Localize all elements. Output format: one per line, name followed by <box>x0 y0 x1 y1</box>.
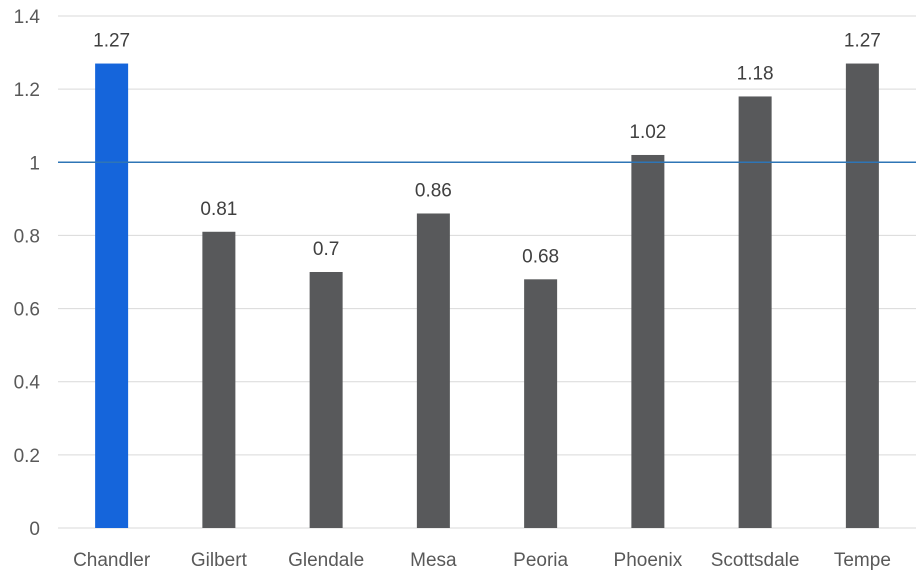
bar-scottsdale <box>738 96 772 528</box>
bar-chandler <box>95 63 129 529</box>
x-tick-label: Tempe <box>834 550 891 571</box>
y-tick-label: 1.4 <box>14 7 41 28</box>
bar-glendale <box>309 272 343 528</box>
data-label: 0.86 <box>415 180 452 201</box>
data-labels: 1.27 0.81 0.7 0.86 0.68 1.02 1.18 1.27 <box>93 31 881 268</box>
y-tick-label: 0 <box>29 519 40 540</box>
bar-phoenix <box>631 154 665 528</box>
y-tick-label: 0.4 <box>14 373 41 394</box>
data-label: 1.27 <box>93 31 130 52</box>
y-tick-label: 0.8 <box>14 226 40 247</box>
bar-tempe <box>845 63 879 529</box>
x-tick-label: Peoria <box>513 550 568 571</box>
data-label: 1.27 <box>844 31 881 52</box>
data-label: 1.02 <box>629 122 666 143</box>
y-tick-label: 1 <box>29 153 40 174</box>
x-tick-label: Glendale <box>288 550 364 571</box>
bar-peoria <box>524 279 558 528</box>
y-tick-label: 1.2 <box>14 80 40 101</box>
data-label: 0.7 <box>313 239 339 260</box>
gridlines <box>58 15 916 529</box>
x-tick-label: Chandler <box>73 550 151 571</box>
y-axis-tick-labels: 0 0.2 0.4 0.6 0.8 1 1.2 1.4 <box>14 7 41 540</box>
bar-mesa <box>416 213 450 528</box>
x-tick-label: Gilbert <box>191 550 248 571</box>
bar-gilbert <box>202 231 236 528</box>
data-label: 1.18 <box>737 63 774 84</box>
x-tick-label: Phoenix <box>614 550 683 571</box>
x-axis-tick-labels: Chandler Gilbert Glendale Mesa Peoria Phoenix… <box>73 550 891 571</box>
y-tick-label: 0.6 <box>14 300 40 321</box>
x-tick-label: Scottsdale <box>711 550 800 571</box>
y-tick-label: 0.2 <box>14 446 40 467</box>
bars <box>95 63 879 529</box>
x-tick-label: Mesa <box>410 550 457 571</box>
data-label: 0.68 <box>522 246 559 267</box>
data-label: 0.81 <box>200 199 237 220</box>
